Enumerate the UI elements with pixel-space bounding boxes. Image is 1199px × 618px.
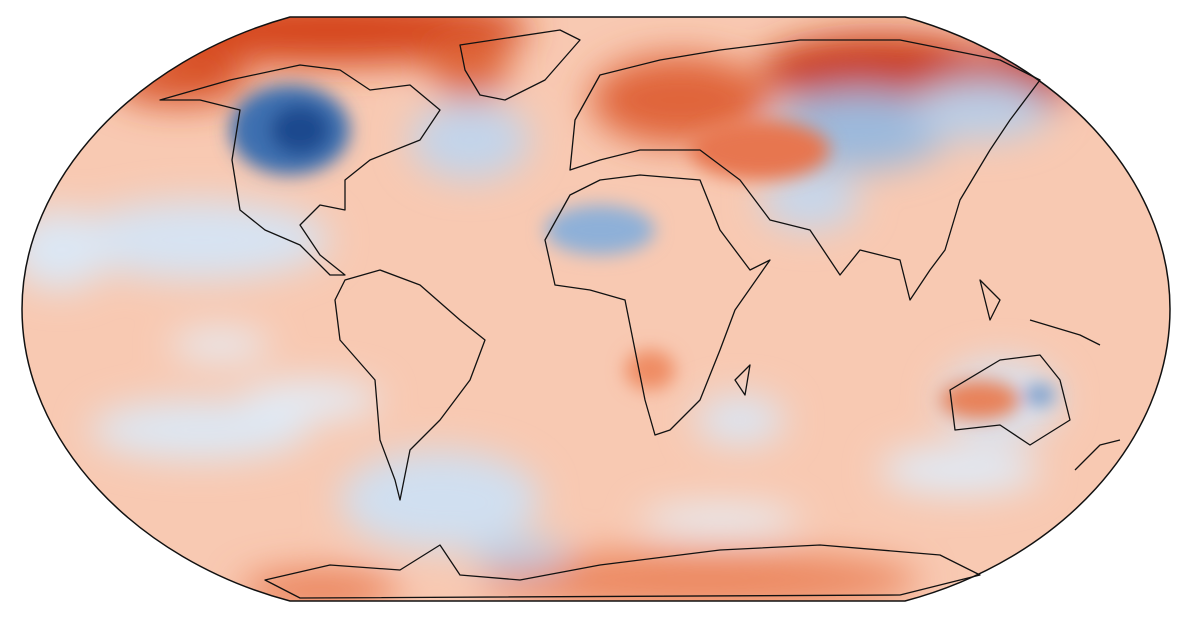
map-border <box>21 16 1171 602</box>
africa-eurasia <box>544 39 1041 436</box>
antarctica <box>264 544 981 599</box>
north-america <box>159 64 441 276</box>
australia <box>949 354 1071 446</box>
coastlines <box>159 29 1121 599</box>
islands <box>734 279 1121 471</box>
south-america <box>334 269 486 501</box>
greenland <box>459 29 581 101</box>
